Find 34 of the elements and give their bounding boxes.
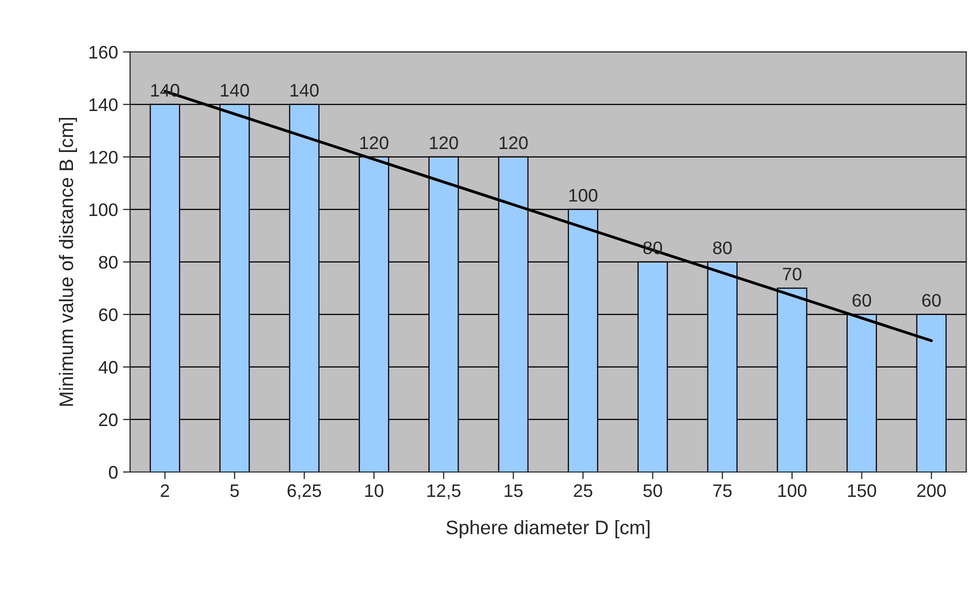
x-tick-label: 2 bbox=[160, 484, 170, 497]
y-tick-label: 140 bbox=[90, 98, 118, 112]
y-tick-label: 80 bbox=[98, 256, 118, 269]
data-label: 120 bbox=[430, 136, 458, 150]
data-label: 70 bbox=[782, 268, 802, 280]
x-tick-label: 5 bbox=[230, 484, 239, 498]
data-label: 60 bbox=[852, 294, 872, 307]
data-label: 120 bbox=[500, 136, 528, 150]
x-tick-label: 150 bbox=[848, 484, 876, 498]
x-axis-title: Sphere diameter D [cm] bbox=[446, 520, 650, 538]
data-label: 140 bbox=[151, 84, 180, 97]
y-tick-label: 160 bbox=[90, 46, 118, 59]
x-tick-label: 75 bbox=[713, 484, 732, 498]
y-tick-label: 120 bbox=[90, 150, 118, 164]
y-tick-label: 0 bbox=[108, 466, 118, 479]
data-label: 80 bbox=[713, 241, 732, 254]
x-tick-label: 25 bbox=[574, 484, 592, 498]
x-tick-label: 50 bbox=[643, 484, 662, 498]
data-label: 60 bbox=[922, 294, 941, 307]
y-tick-label: 20 bbox=[99, 413, 118, 426]
data-label: 100 bbox=[569, 188, 598, 202]
data-label: 140 bbox=[290, 84, 319, 97]
x-tick-label: 100 bbox=[778, 484, 806, 498]
x-tick-label: 200 bbox=[917, 484, 946, 498]
x-tick-label: 15 bbox=[504, 484, 523, 498]
y-axis-title: Minimum value of distance B [cm] bbox=[58, 118, 78, 406]
data-label: 120 bbox=[360, 136, 388, 150]
x-tick-label: 12,5 bbox=[427, 484, 460, 500]
data-label: 140 bbox=[220, 84, 249, 97]
x-tick-label: 10 bbox=[365, 484, 384, 498]
y-tick-label: 60 bbox=[99, 308, 118, 322]
y-tick-label: 40 bbox=[98, 360, 118, 374]
y-tick-label: 100 bbox=[90, 203, 118, 216]
x-tick-label: 6,25 bbox=[288, 484, 322, 500]
